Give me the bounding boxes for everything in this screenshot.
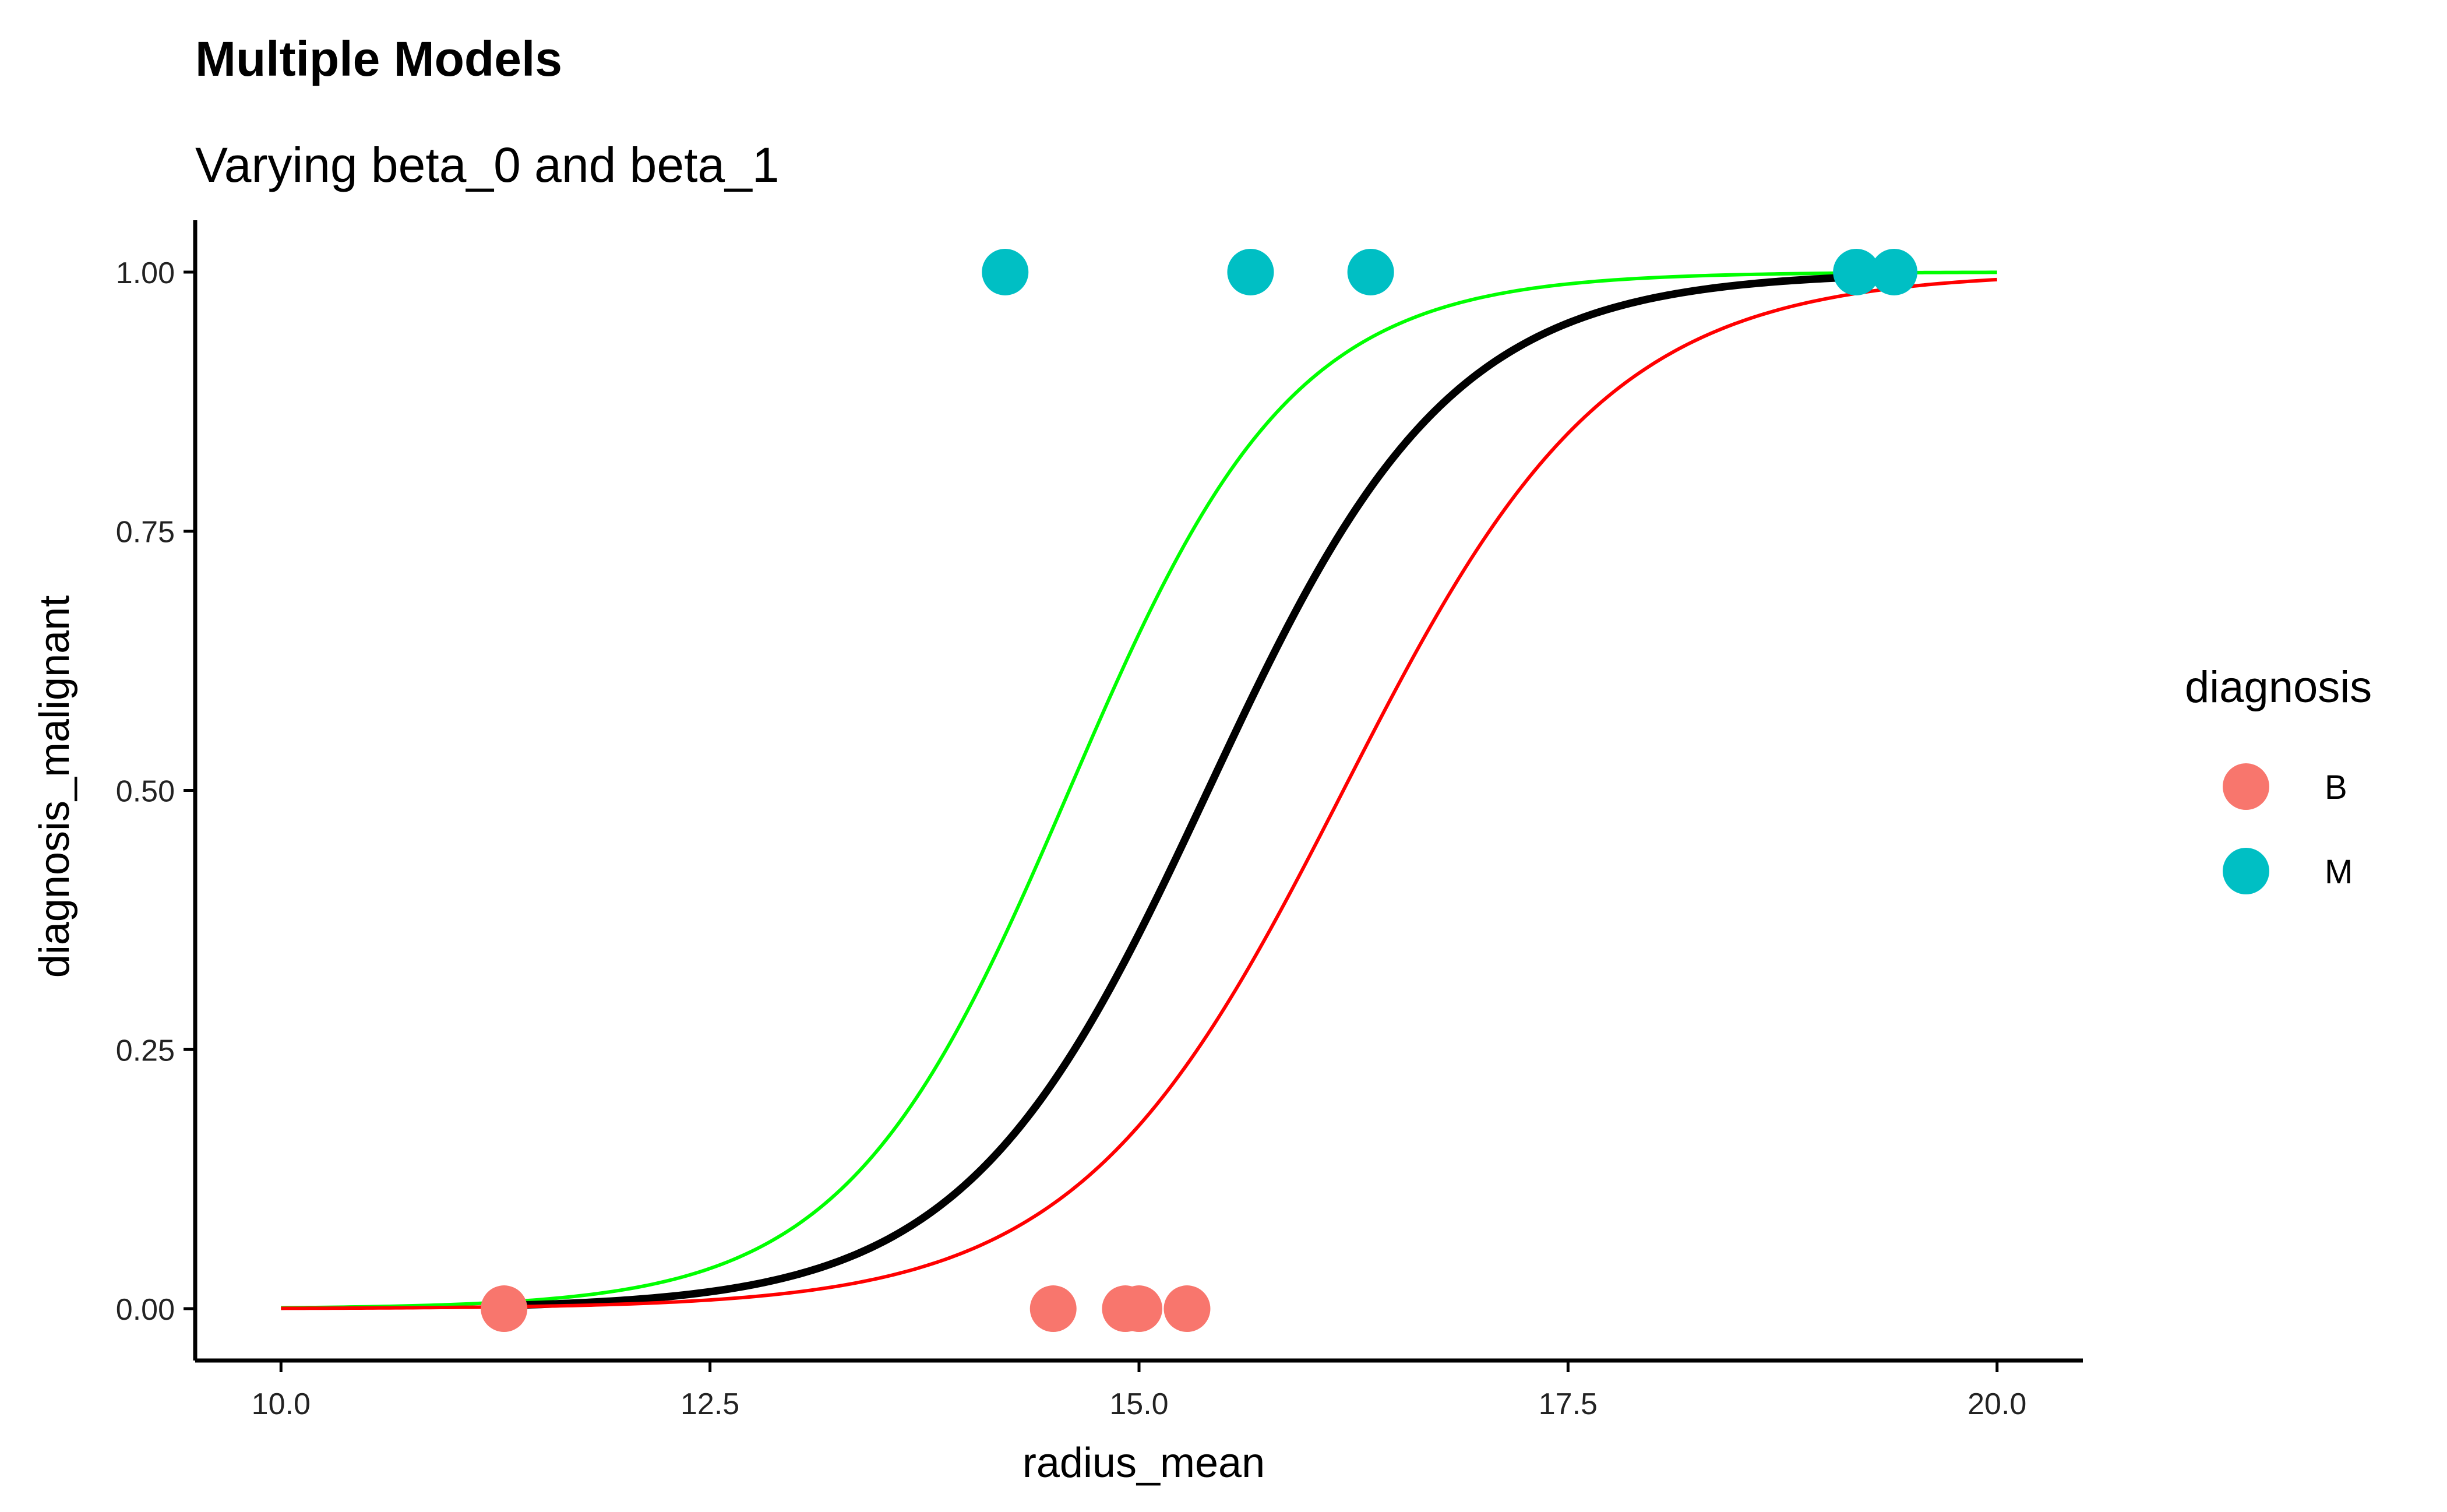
data-point-M	[1227, 248, 1274, 295]
chart-subtitle: Varying beta_0 and beta_1	[195, 138, 780, 192]
legend-label-M: M	[2325, 853, 2353, 891]
x-tick-label: 10.0	[252, 1387, 311, 1421]
data-points	[481, 248, 1917, 1333]
data-point-M	[1833, 248, 1880, 295]
data-point-M	[1347, 248, 1394, 295]
x-axis-title: radius_mean	[1022, 1440, 1265, 1486]
data-point-B	[1163, 1285, 1211, 1333]
data-point-M	[1871, 248, 1917, 295]
chart-title: Multiple Models	[195, 31, 562, 86]
x-axis-ticks: 10.0 12.5 15.0 17.5 20.0	[252, 1361, 2026, 1421]
legend: diagnosis BM	[2185, 662, 2372, 894]
y-tick-label: 1.00	[116, 256, 175, 290]
plot-area	[281, 248, 1997, 1333]
x-tick-label: 15.0	[1109, 1387, 1168, 1421]
y-tick-label: 0.50	[116, 775, 175, 809]
model-curve-black	[504, 272, 1895, 1310]
model-curve-red	[281, 277, 1997, 1310]
y-axis-title: diagnosis_malignant	[31, 595, 78, 978]
y-axis-ticks: 0.00 0.25 0.50 0.75 1.00	[116, 256, 195, 1327]
data-point-B	[1116, 1285, 1162, 1333]
x-tick-label: 20.0	[1968, 1387, 2026, 1421]
y-tick-label: 0.00	[116, 1293, 175, 1327]
model-curves	[281, 270, 1997, 1310]
data-point-B	[1029, 1285, 1077, 1333]
data-point-M	[982, 248, 1029, 295]
legend-key-M	[2223, 848, 2269, 894]
y-tick-label: 0.25	[116, 1034, 175, 1067]
axes: 10.0 12.5 15.0 17.5 20.0 0.00 0.25 0.50 0.75 1.0…	[116, 220, 2083, 1421]
x-tick-label: 17.5	[1539, 1387, 1598, 1421]
legend-entries: BM	[2223, 763, 2353, 894]
legend-label-B: B	[2325, 769, 2347, 806]
legend-title: diagnosis	[2185, 662, 2372, 712]
model-curve-green	[281, 270, 1997, 1310]
y-tick-label: 0.75	[116, 516, 175, 549]
x-tick-label: 12.5	[680, 1387, 739, 1421]
data-point-B	[481, 1285, 528, 1333]
legend-key-B	[2223, 763, 2269, 810]
